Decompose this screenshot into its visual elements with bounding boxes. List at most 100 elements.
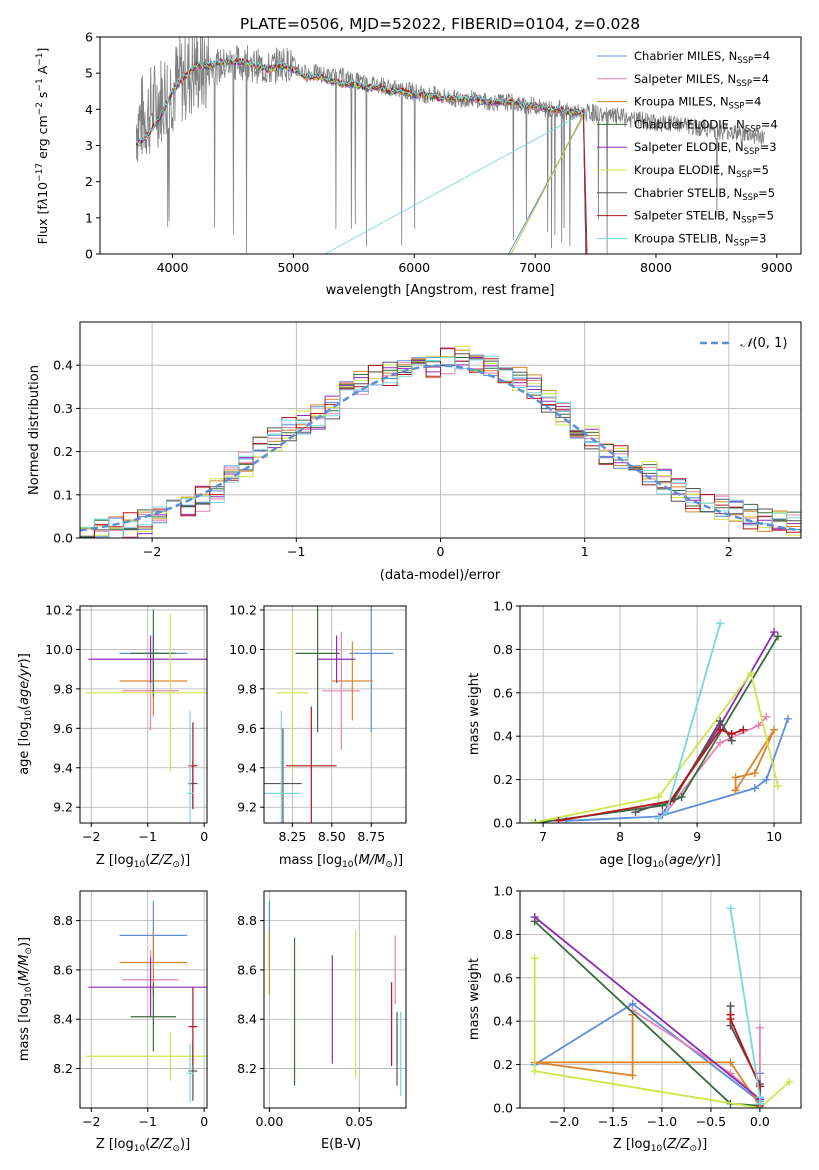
weight-marker-kroupa_miles xyxy=(731,773,740,782)
legend-label-chabrier_elodie: Chabrier ELODIE, NSSP=4 xyxy=(634,117,778,134)
hist-legend: 𝒩(0, 1) xyxy=(700,336,787,351)
y-tick-label: 0.0 xyxy=(493,816,513,831)
spectrum-y-ticks: 0 1 2 3 4 5 6 xyxy=(85,30,100,262)
p3-x-label: Z [log10(Z/Z⊙)] xyxy=(96,853,190,870)
legend-label-chabrier_miles: Chabrier MILES, NSSP=4 xyxy=(634,49,770,66)
legend-label-chabrier_stelib: Chabrier STELIB, NSSP=5 xyxy=(634,186,775,203)
y-tick-label: 0.8 xyxy=(493,927,513,942)
x-tick-label: 4000 xyxy=(157,260,189,275)
weight-marker-salpeter_elodie xyxy=(770,628,779,637)
p6-y-label: mass [log10(M/M⊙)] xyxy=(17,937,34,1061)
spectrum-y-label: Flux [fλ10−17 erg cm−2 s−1 A−1] xyxy=(35,48,50,245)
x-tick-label: 0 xyxy=(200,829,208,844)
spectrum-legend: Chabrier MILES, NSSP=4 Salpeter MILES, NS… xyxy=(597,49,778,248)
x-tick-label: −2 xyxy=(82,829,100,844)
legend-label-kroupa_elodie: Kroupa ELODIE, NSSP=5 xyxy=(634,163,769,180)
x-tick-label: 8 xyxy=(616,829,624,844)
weight-marker-kroupa_elodie xyxy=(530,1067,539,1076)
y-tick-label: 5 xyxy=(85,66,93,81)
x-tick-label: 0.0 xyxy=(750,1114,770,1129)
hist-kroupa_stelib xyxy=(80,355,801,538)
x-tick-label: −1 xyxy=(287,544,305,559)
x-tick-label: 6000 xyxy=(398,260,430,275)
y-tick-label: 9.8 xyxy=(237,681,257,696)
y-tick-label: 0.2 xyxy=(493,1057,513,1072)
mass-vs-metallicity-panel: −2 −1 0 8.2 8.4 8.6 8.8 Z [log10(Z/Z⊙)] mass … xyxy=(17,890,208,1154)
weight-line-kroupa_elodie xyxy=(531,671,779,823)
hist-salpeter_stelib xyxy=(80,348,801,538)
weight-marker-salpeter_stelib xyxy=(739,725,748,734)
weight-marker-kroupa_miles xyxy=(731,786,740,795)
y-tick-label: 10.2 xyxy=(229,602,257,617)
y-tick-label: 9.2 xyxy=(237,800,257,815)
y-tick-label: 9.4 xyxy=(237,760,257,775)
weight-marker-chabrier_stelib xyxy=(726,1002,735,1011)
p3-y-label: age [log10(age/yr)] xyxy=(17,653,34,775)
x-tick-label: −0.5 xyxy=(696,1114,726,1129)
legend-label-salpeter_elodie: Salpeter ELODIE, NSSP=3 xyxy=(634,140,777,157)
x-tick-label: 7000 xyxy=(519,260,551,275)
mass-vs-ebv-panel: 0.00 0.05 8.2 8.4 8.6 8.8 E(B-V) xyxy=(237,890,407,1152)
p5-y-label: mass weight xyxy=(467,673,482,755)
p5-x-label: age [log10(age/yr)] xyxy=(599,853,721,870)
weight-marker-chabrier_stelib xyxy=(716,717,725,726)
x-tick-label: 0 xyxy=(200,1114,208,1129)
y-tick-label: 9.6 xyxy=(237,721,257,736)
y-tick-label: 4 xyxy=(85,102,93,117)
weight-marker-kroupa_stelib xyxy=(654,814,663,823)
weight-marker-salpeter_miles xyxy=(755,1023,764,1032)
x-tick-label: 9 xyxy=(693,829,701,844)
weight-marker-chabrier_miles xyxy=(762,775,771,784)
spectrum-x-ticks: 4000 5000 6000 7000 8000 9000 xyxy=(157,254,793,275)
y-tick-label: 0.0 xyxy=(493,1101,513,1116)
weight-marker-kroupa_miles xyxy=(770,725,779,734)
spectrum-x-label: wavelength [Angstrom, rest frame] xyxy=(326,283,555,298)
x-tick-label: 7 xyxy=(539,829,547,844)
weight-marker-kroupa_miles xyxy=(750,769,759,778)
weight-line-kroupa_elodie xyxy=(533,958,790,1108)
x-tick-label: 8.75 xyxy=(357,829,385,844)
legend-label-salpeter_stelib: Salpeter STELIB, NSSP=5 xyxy=(634,209,774,226)
y-tick-label: 8.2 xyxy=(237,1061,257,1076)
y-tick-label: 0.2 xyxy=(493,772,513,787)
x-tick-label: −1 xyxy=(139,829,157,844)
x-tick-label: 9000 xyxy=(761,260,793,275)
y-tick-label: 9.2 xyxy=(53,800,73,815)
weight-marker-kroupa_stelib xyxy=(726,904,735,913)
y-tick-label: 8.8 xyxy=(237,913,257,928)
y-tick-label: 0.4 xyxy=(53,358,73,373)
y-tick-label: 1.0 xyxy=(493,599,513,614)
weight-marker-kroupa_stelib xyxy=(716,619,725,628)
normal-curve xyxy=(80,364,801,532)
weight-marker-chabrier_elodie xyxy=(773,632,782,641)
y-tick-label: 0.8 xyxy=(493,642,513,657)
weight-marker-salpeter_stelib xyxy=(726,1015,735,1024)
weight-marker-chabrier_stelib xyxy=(631,808,640,817)
mass-weight-vs-metallicity-panel: −2.0 −1.5 −1.0 −0.5 0.0 0.0 0.2 0.4 0.6 0.8 1.0 Z… xyxy=(467,884,802,1154)
age-vs-mass-panel: 8.25 8.50 8.75 9.2 9.4 9.6 9.8 10.0 10.2 mass [… xyxy=(229,602,407,870)
x-tick-label: −1.5 xyxy=(598,1114,628,1129)
weight-marker-chabrier_miles xyxy=(783,714,792,723)
y-tick-label: 0.0 xyxy=(53,531,73,546)
y-tick-label: 0.6 xyxy=(493,970,513,985)
y-tick-label: 8.2 xyxy=(53,1061,73,1076)
y-tick-label: 8.8 xyxy=(53,913,73,928)
x-tick-label: 8.50 xyxy=(318,829,346,844)
x-tick-label: −1.0 xyxy=(647,1114,677,1129)
y-tick-label: 0.4 xyxy=(493,1014,513,1029)
y-tick-label: 10.2 xyxy=(45,602,73,617)
weight-marker-chabrier_elodie xyxy=(531,819,540,823)
x-tick-label: 1 xyxy=(581,544,589,559)
weight-marker-salpeter_miles xyxy=(762,712,771,721)
weight-marker-salpeter_miles xyxy=(716,738,725,747)
p4-x-label: mass [log10(M/M⊙)] xyxy=(279,853,403,870)
y-tick-label: 0.6 xyxy=(493,685,513,700)
data-spectrum-line xyxy=(135,37,766,254)
x-tick-label: 10 xyxy=(766,829,782,844)
y-tick-label: 8.6 xyxy=(53,962,73,977)
weight-marker-kroupa_elodie xyxy=(654,792,663,801)
x-tick-label: 0 xyxy=(437,544,445,559)
p6-x-label: Z [log10(Z/Z⊙)] xyxy=(96,1137,190,1154)
weight-marker-chabrier_elodie xyxy=(677,792,686,801)
